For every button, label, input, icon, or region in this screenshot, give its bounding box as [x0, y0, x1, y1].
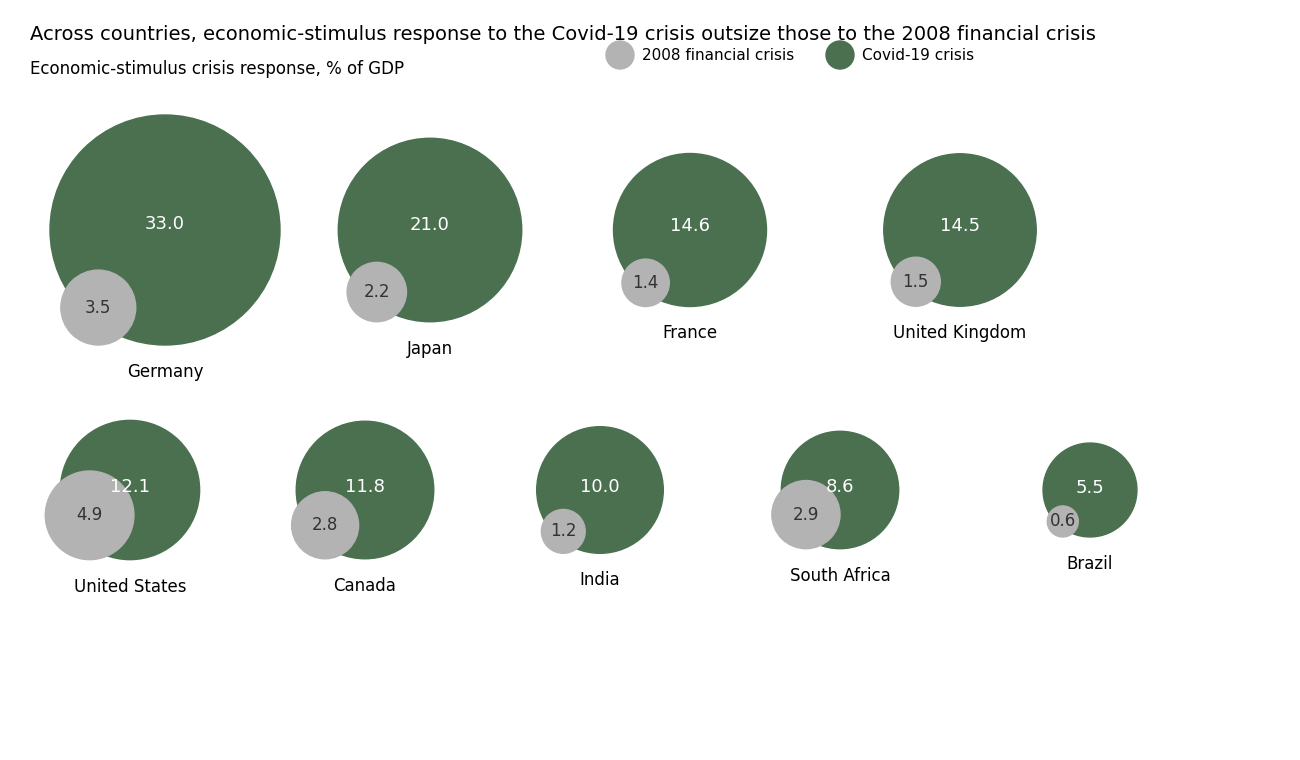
Text: 2.9: 2.9	[793, 505, 819, 524]
Text: 33.0: 33.0	[146, 215, 185, 233]
Text: 8.6: 8.6	[826, 478, 854, 496]
Text: 4.9: 4.9	[77, 506, 103, 524]
Circle shape	[892, 257, 940, 306]
Text: United Kingdom: United Kingdom	[893, 325, 1027, 342]
Text: 2.8: 2.8	[312, 516, 338, 534]
Text: 12.1: 12.1	[111, 477, 150, 496]
Text: South Africa: South Africa	[789, 567, 891, 584]
Circle shape	[347, 262, 407, 321]
Circle shape	[614, 154, 767, 306]
Text: 2.2: 2.2	[364, 283, 390, 301]
Circle shape	[60, 420, 200, 559]
Circle shape	[1043, 443, 1138, 537]
Text: United States: United States	[74, 578, 186, 596]
Text: Brazil: Brazil	[1067, 555, 1113, 573]
Text: 10.0: 10.0	[580, 478, 620, 496]
Circle shape	[781, 431, 898, 549]
Circle shape	[826, 41, 854, 69]
Circle shape	[1048, 506, 1078, 537]
Text: 11.8: 11.8	[344, 477, 385, 496]
Circle shape	[537, 426, 663, 553]
Circle shape	[606, 41, 634, 69]
Text: Covid-19 crisis: Covid-19 crisis	[862, 47, 974, 62]
Circle shape	[541, 509, 585, 553]
Circle shape	[621, 259, 670, 306]
Circle shape	[291, 492, 359, 559]
Circle shape	[338, 138, 521, 321]
Text: Economic-stimulus crisis response, % of GDP: Economic-stimulus crisis response, % of …	[30, 60, 404, 78]
Text: 5.5: 5.5	[1075, 479, 1105, 496]
Text: 14.5: 14.5	[940, 217, 980, 235]
Text: Canada: Canada	[334, 577, 396, 595]
Circle shape	[772, 480, 840, 549]
Text: 3.5: 3.5	[84, 299, 112, 317]
Circle shape	[296, 421, 434, 559]
Text: Across countries, economic-stimulus response to the Covid-19 crisis outsize thos: Across countries, economic-stimulus resp…	[30, 25, 1096, 44]
Circle shape	[884, 154, 1036, 306]
Text: India: India	[580, 572, 620, 589]
Circle shape	[46, 471, 134, 559]
Text: 1.2: 1.2	[550, 522, 576, 540]
Text: 14.6: 14.6	[670, 217, 710, 235]
Text: Japan: Japan	[407, 340, 454, 358]
Text: 1.5: 1.5	[902, 273, 930, 291]
Circle shape	[49, 115, 280, 345]
Circle shape	[61, 270, 135, 345]
Text: 0.6: 0.6	[1049, 512, 1076, 530]
Text: 1.4: 1.4	[632, 274, 659, 292]
Text: France: France	[663, 325, 718, 343]
Text: 2008 financial crisis: 2008 financial crisis	[642, 47, 794, 62]
Text: 21.0: 21.0	[410, 217, 450, 234]
Text: Germany: Germany	[127, 363, 203, 381]
